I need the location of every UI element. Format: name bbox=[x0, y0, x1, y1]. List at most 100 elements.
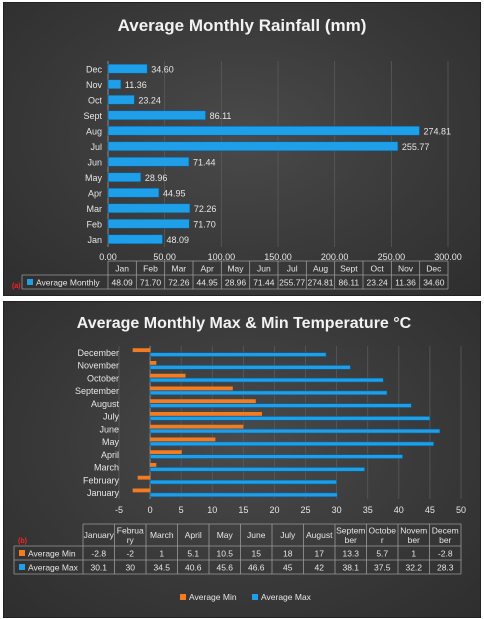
table-cell: 28.3 bbox=[437, 563, 454, 573]
category-label: July bbox=[103, 412, 120, 422]
bar-average-max bbox=[149, 467, 365, 472]
table-cell: -2.8 bbox=[91, 549, 106, 559]
data-label: 71.70 bbox=[193, 219, 216, 229]
bar-average-max bbox=[149, 441, 434, 447]
bar-average-min bbox=[150, 450, 182, 455]
bar-average-min bbox=[150, 361, 157, 365]
table-cell: 40.6 bbox=[185, 563, 202, 573]
x-tick-label: -5 bbox=[115, 505, 123, 515]
table-cell: 274.81 bbox=[308, 278, 334, 288]
table-cell: 1 bbox=[411, 549, 416, 559]
table-cell: 42 bbox=[315, 563, 325, 573]
chart-title: Average Monthly Rainfall (mm) bbox=[118, 16, 367, 35]
category-label: Apr bbox=[88, 188, 102, 198]
bar bbox=[107, 156, 190, 167]
legend-swatch bbox=[19, 564, 25, 570]
x-tick-label: 5 bbox=[179, 505, 184, 515]
bar bbox=[107, 141, 399, 152]
bar-average-max bbox=[149, 365, 351, 370]
table-header-cell: Sept bbox=[340, 264, 358, 274]
bar bbox=[107, 218, 190, 229]
table-cell: 45.6 bbox=[216, 563, 233, 573]
temperature-chart-panel: Average Monthly Max & Min Temperature °C… bbox=[3, 301, 481, 618]
category-label: October bbox=[87, 373, 119, 383]
legend-swatch bbox=[19, 550, 25, 556]
x-tick-label: 0 bbox=[148, 505, 153, 515]
legend-swatch bbox=[27, 279, 33, 285]
table-header-cell: Oct bbox=[371, 264, 385, 274]
legend-label: Average Max bbox=[261, 592, 312, 602]
data-label: 34.60 bbox=[151, 64, 174, 74]
table-header-cell: Decem bbox=[432, 526, 459, 536]
data-label: 255.77 bbox=[402, 142, 430, 152]
table-header-cell: Apr bbox=[201, 264, 214, 274]
x-tick-label: 35 bbox=[363, 505, 373, 515]
category-label: April bbox=[101, 450, 119, 460]
data-label: 71.44 bbox=[193, 157, 216, 167]
legend-label: Average Min bbox=[189, 592, 237, 602]
data-label: 72.26 bbox=[194, 204, 217, 214]
table-cell: 13.3 bbox=[342, 549, 359, 559]
table-row-label: Average Max bbox=[28, 563, 79, 573]
x-tick-label: 40 bbox=[394, 505, 404, 515]
table-header-cell: Nov bbox=[398, 264, 414, 274]
category-label: Feb bbox=[86, 219, 102, 229]
bar bbox=[107, 234, 163, 245]
table-cell: 11.36 bbox=[395, 278, 416, 288]
rainfall-chart-panel: Average Monthly Rainfall (mm) 48.09 71.70… bbox=[3, 2, 481, 296]
x-tick-label: 250.00 bbox=[378, 252, 406, 262]
x-tick-label: 100.00 bbox=[208, 252, 236, 262]
x-tick-label: 20 bbox=[269, 505, 279, 515]
category-label: September bbox=[75, 386, 119, 396]
category-label: May bbox=[85, 173, 103, 183]
table-cell: 15 bbox=[252, 549, 262, 559]
data-label: 23.24 bbox=[138, 95, 161, 105]
table-header-cell: May bbox=[217, 530, 234, 540]
table-cell: -2.8 bbox=[438, 549, 453, 559]
table-cell: -2 bbox=[126, 549, 134, 559]
table-header-cell: Jul bbox=[287, 264, 298, 274]
bar-average-max bbox=[149, 352, 327, 357]
bar bbox=[107, 63, 148, 74]
temperature-chart: Average Monthly Max & Min Temperature °C… bbox=[13, 315, 466, 602]
category-label: Mar bbox=[87, 204, 103, 214]
bar-average-min bbox=[150, 386, 233, 391]
table-header-cell: Jan bbox=[115, 264, 129, 274]
table-header-cell: Aug bbox=[313, 264, 328, 274]
category-label: Jan bbox=[87, 235, 102, 245]
table-header-cell: Jun bbox=[257, 264, 271, 274]
table-cell: 37.5 bbox=[374, 563, 391, 573]
category-label: June bbox=[99, 424, 119, 434]
bar-average-max bbox=[149, 390, 388, 396]
bar bbox=[107, 94, 135, 105]
table-header-cell: June bbox=[247, 530, 266, 540]
panel-marker: (a) bbox=[12, 283, 21, 290]
table-cell: 30.1 bbox=[90, 563, 107, 573]
x-tick-label: 45 bbox=[425, 505, 435, 515]
bar bbox=[107, 125, 420, 136]
data-label: 274.81 bbox=[423, 126, 451, 136]
table-header-cell: Novem bbox=[400, 526, 427, 536]
bar-average-max bbox=[149, 428, 441, 434]
table-cell: 18 bbox=[283, 549, 293, 559]
bar-average-max bbox=[149, 416, 431, 421]
bar-average-min bbox=[132, 348, 151, 353]
table-header-cell: Februa bbox=[117, 526, 144, 536]
table-header-cell: ry bbox=[127, 535, 135, 545]
data-label: 28.96 bbox=[145, 173, 168, 183]
table-row-label: Average Min bbox=[28, 549, 76, 559]
x-tick-label: 30 bbox=[332, 505, 342, 515]
data-label: 48.09 bbox=[167, 235, 190, 245]
table-cell: 23.24 bbox=[367, 278, 389, 288]
table-header-cell: March bbox=[150, 530, 174, 540]
category-label: Oct bbox=[88, 95, 103, 105]
table-header-cell: Septem bbox=[336, 526, 365, 536]
table-cell: 255.77 bbox=[279, 278, 305, 288]
x-tick-label: 15 bbox=[238, 505, 248, 515]
table-row-label: Average Monthly bbox=[36, 278, 100, 288]
legend-swatch bbox=[180, 594, 186, 600]
category-label: August bbox=[91, 399, 120, 409]
x-tick-label: 200.00 bbox=[321, 252, 349, 262]
table-cell: 71.70 bbox=[140, 278, 162, 288]
table-cell: 72.26 bbox=[168, 278, 190, 288]
